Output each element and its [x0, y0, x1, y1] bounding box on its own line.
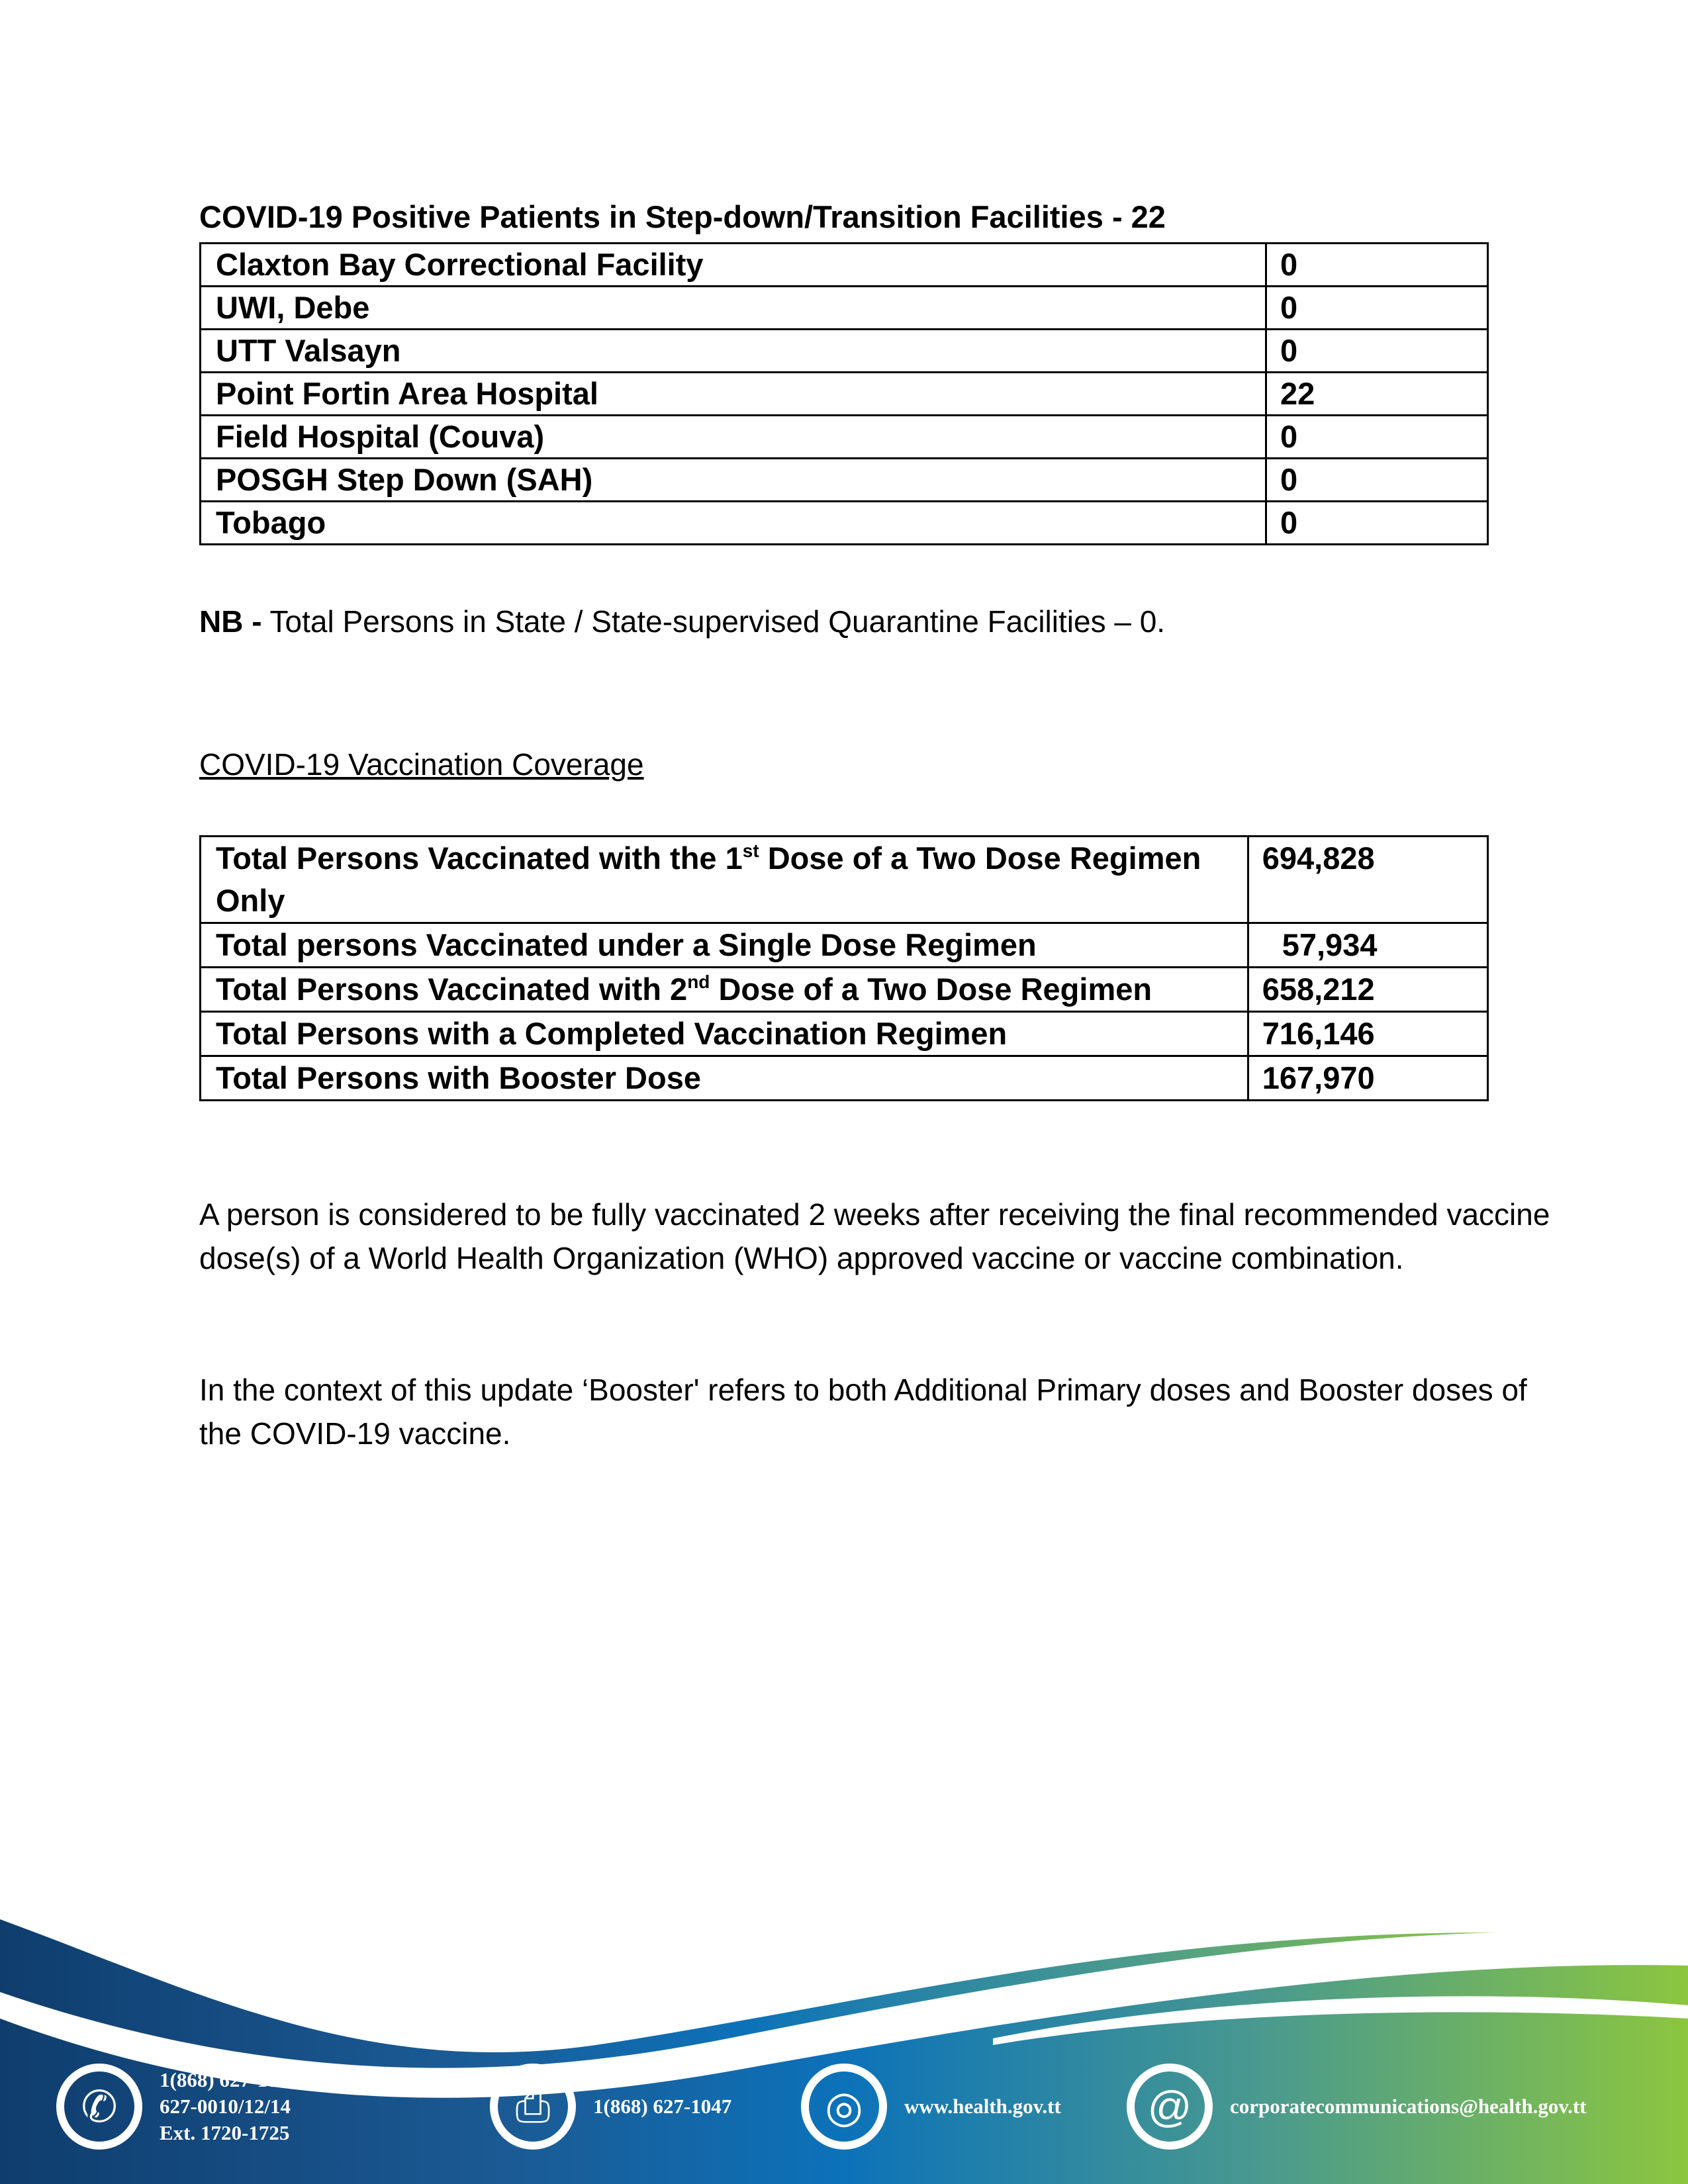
label-text: Total persons Vaccinated under a Single …	[216, 927, 1037, 962]
table-row: UWI, Debe 0	[199, 285, 1489, 330]
footer-fax: ⎙ 1(868) 627-1047	[490, 2064, 731, 2150]
table-row: Claxton Bay Correctional Facility 0	[199, 242, 1489, 287]
facility-count: 0	[1265, 414, 1489, 459]
table-row: Total Persons Vaccinated with 2nd Dose o…	[199, 966, 1489, 1013]
metric-label: Total Persons with Booster Dose	[199, 1055, 1249, 1101]
phone-line: 627-0010/12/14	[160, 2095, 291, 2118]
facility-count: 0	[1265, 328, 1489, 373]
footer-web[interactable]: ◎ www.health.gov.tt	[801, 2064, 1061, 2150]
metric-label: Total Persons Vaccinated with the 1st Do…	[199, 835, 1249, 924]
footer-email[interactable]: @ corporatecommunications@health.gov.tt	[1127, 2064, 1587, 2150]
ordinal-suffix: nd	[687, 972, 710, 992]
phone-line: Ext. 1720-1725	[160, 2121, 290, 2144]
label-text: Dose of a Two Dose Regimen	[710, 972, 1152, 1007]
vaccination-heading: COVID-19 Vaccination Coverage	[199, 747, 644, 782]
metric-label: Total persons Vaccinated under a Single …	[199, 922, 1249, 968]
table-row: Field Hospital (Couva) 0	[199, 414, 1489, 459]
facility-name: UTT Valsayn	[199, 328, 1267, 373]
table-row: Total Persons Vaccinated with the 1st Do…	[199, 835, 1489, 924]
metric-value: 57,934	[1246, 922, 1489, 968]
facility-count: 0	[1265, 242, 1489, 287]
label-text: Dose of a Two Dose Regimen Only	[216, 841, 1201, 918]
table-row: Total persons Vaccinated under a Single …	[199, 922, 1489, 968]
metric-value: 167,970	[1246, 1055, 1489, 1101]
ordinal-suffix: st	[742, 841, 759, 861]
facility-count: 0	[1265, 500, 1489, 545]
table-row: Total Persons with a Completed Vaccinati…	[199, 1011, 1489, 1057]
facility-name: Claxton Bay Correctional Facility	[199, 242, 1267, 287]
facility-name: UWI, Debe	[199, 285, 1267, 330]
phone-line: 1(868) 627-1047/ 623-8492 or	[160, 2068, 412, 2091]
table-row: Tobago 0	[199, 500, 1489, 545]
facility-count: 0	[1265, 285, 1489, 330]
facility-count: 0	[1265, 457, 1489, 502]
metric-value: 694,828	[1246, 835, 1489, 924]
label-text: Total Persons Vaccinated with 2	[216, 972, 688, 1007]
nb-text: Total Persons in State / State-supervise…	[261, 604, 1166, 639]
fax-icon: ⎙	[490, 2064, 576, 2150]
email-link[interactable]: corporatecommunications@health.gov.tt	[1230, 2095, 1587, 2118]
phone-icon: ✆	[56, 2064, 142, 2150]
fax-number: 1(868) 627-1047	[593, 2095, 732, 2118]
booster-paragraph: In the context of this update ‘Booster' …	[199, 1373, 1527, 1451]
label-text: Total Persons with Booster Dose	[216, 1060, 701, 1095]
label-text: Total Persons with a Completed Vaccinati…	[216, 1016, 1008, 1051]
metric-value: 716,146	[1246, 1011, 1489, 1057]
table-row: Point Fortin Area Hospital 22	[199, 371, 1489, 416]
vaccination-table: Total Persons Vaccinated with the 1st Do…	[199, 835, 1489, 1101]
nb-note: NB - Total Persons in State / State-supe…	[199, 604, 1165, 639]
table-row: UTT Valsayn 0	[199, 328, 1489, 373]
step-down-table: Claxton Bay Correctional Facility 0 UWI, D…	[199, 242, 1489, 545]
metric-label: Total Persons with a Completed Vaccinati…	[199, 1011, 1249, 1057]
facility-name: Tobago	[199, 500, 1267, 545]
footer-phone: ✆ 1(868) 627-1047/ 623-8492 or 627-0010/1…	[56, 2064, 412, 2150]
metric-label: Total Persons Vaccinated with 2nd Dose o…	[199, 966, 1249, 1013]
nb-label: NB -	[199, 604, 262, 639]
step-down-title: COVID-19 Positive Patients in Step-down/…	[199, 199, 1166, 234]
table-row: Total Persons with Booster Dose 167,970	[199, 1055, 1489, 1101]
metric-value: 658,212	[1246, 966, 1489, 1013]
at-icon: @	[1127, 2064, 1213, 2150]
facility-name: Point Fortin Area Hospital	[199, 371, 1267, 416]
fully-vaccinated-paragraph: A person is considered to be fully vacci…	[199, 1197, 1550, 1275]
facility-name: POSGH Step Down (SAH)	[199, 457, 1267, 502]
facility-name: Field Hospital (Couva)	[199, 414, 1267, 459]
facility-count: 22	[1265, 371, 1489, 416]
website-link[interactable]: www.health.gov.tt	[904, 2095, 1061, 2118]
table-row: POSGH Step Down (SAH) 0	[199, 457, 1489, 502]
globe-icon: ◎	[801, 2064, 887, 2150]
label-text: Total Persons Vaccinated with the 1	[216, 841, 743, 876]
